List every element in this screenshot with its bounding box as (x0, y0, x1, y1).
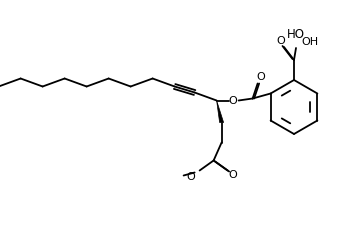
Text: HO: HO (287, 28, 305, 40)
Polygon shape (217, 100, 224, 122)
Text: O: O (228, 96, 237, 106)
Text: O: O (256, 72, 265, 83)
Text: OH: OH (301, 37, 318, 47)
Text: O: O (277, 36, 285, 46)
Text: O: O (186, 172, 195, 181)
Text: O: O (228, 170, 237, 180)
